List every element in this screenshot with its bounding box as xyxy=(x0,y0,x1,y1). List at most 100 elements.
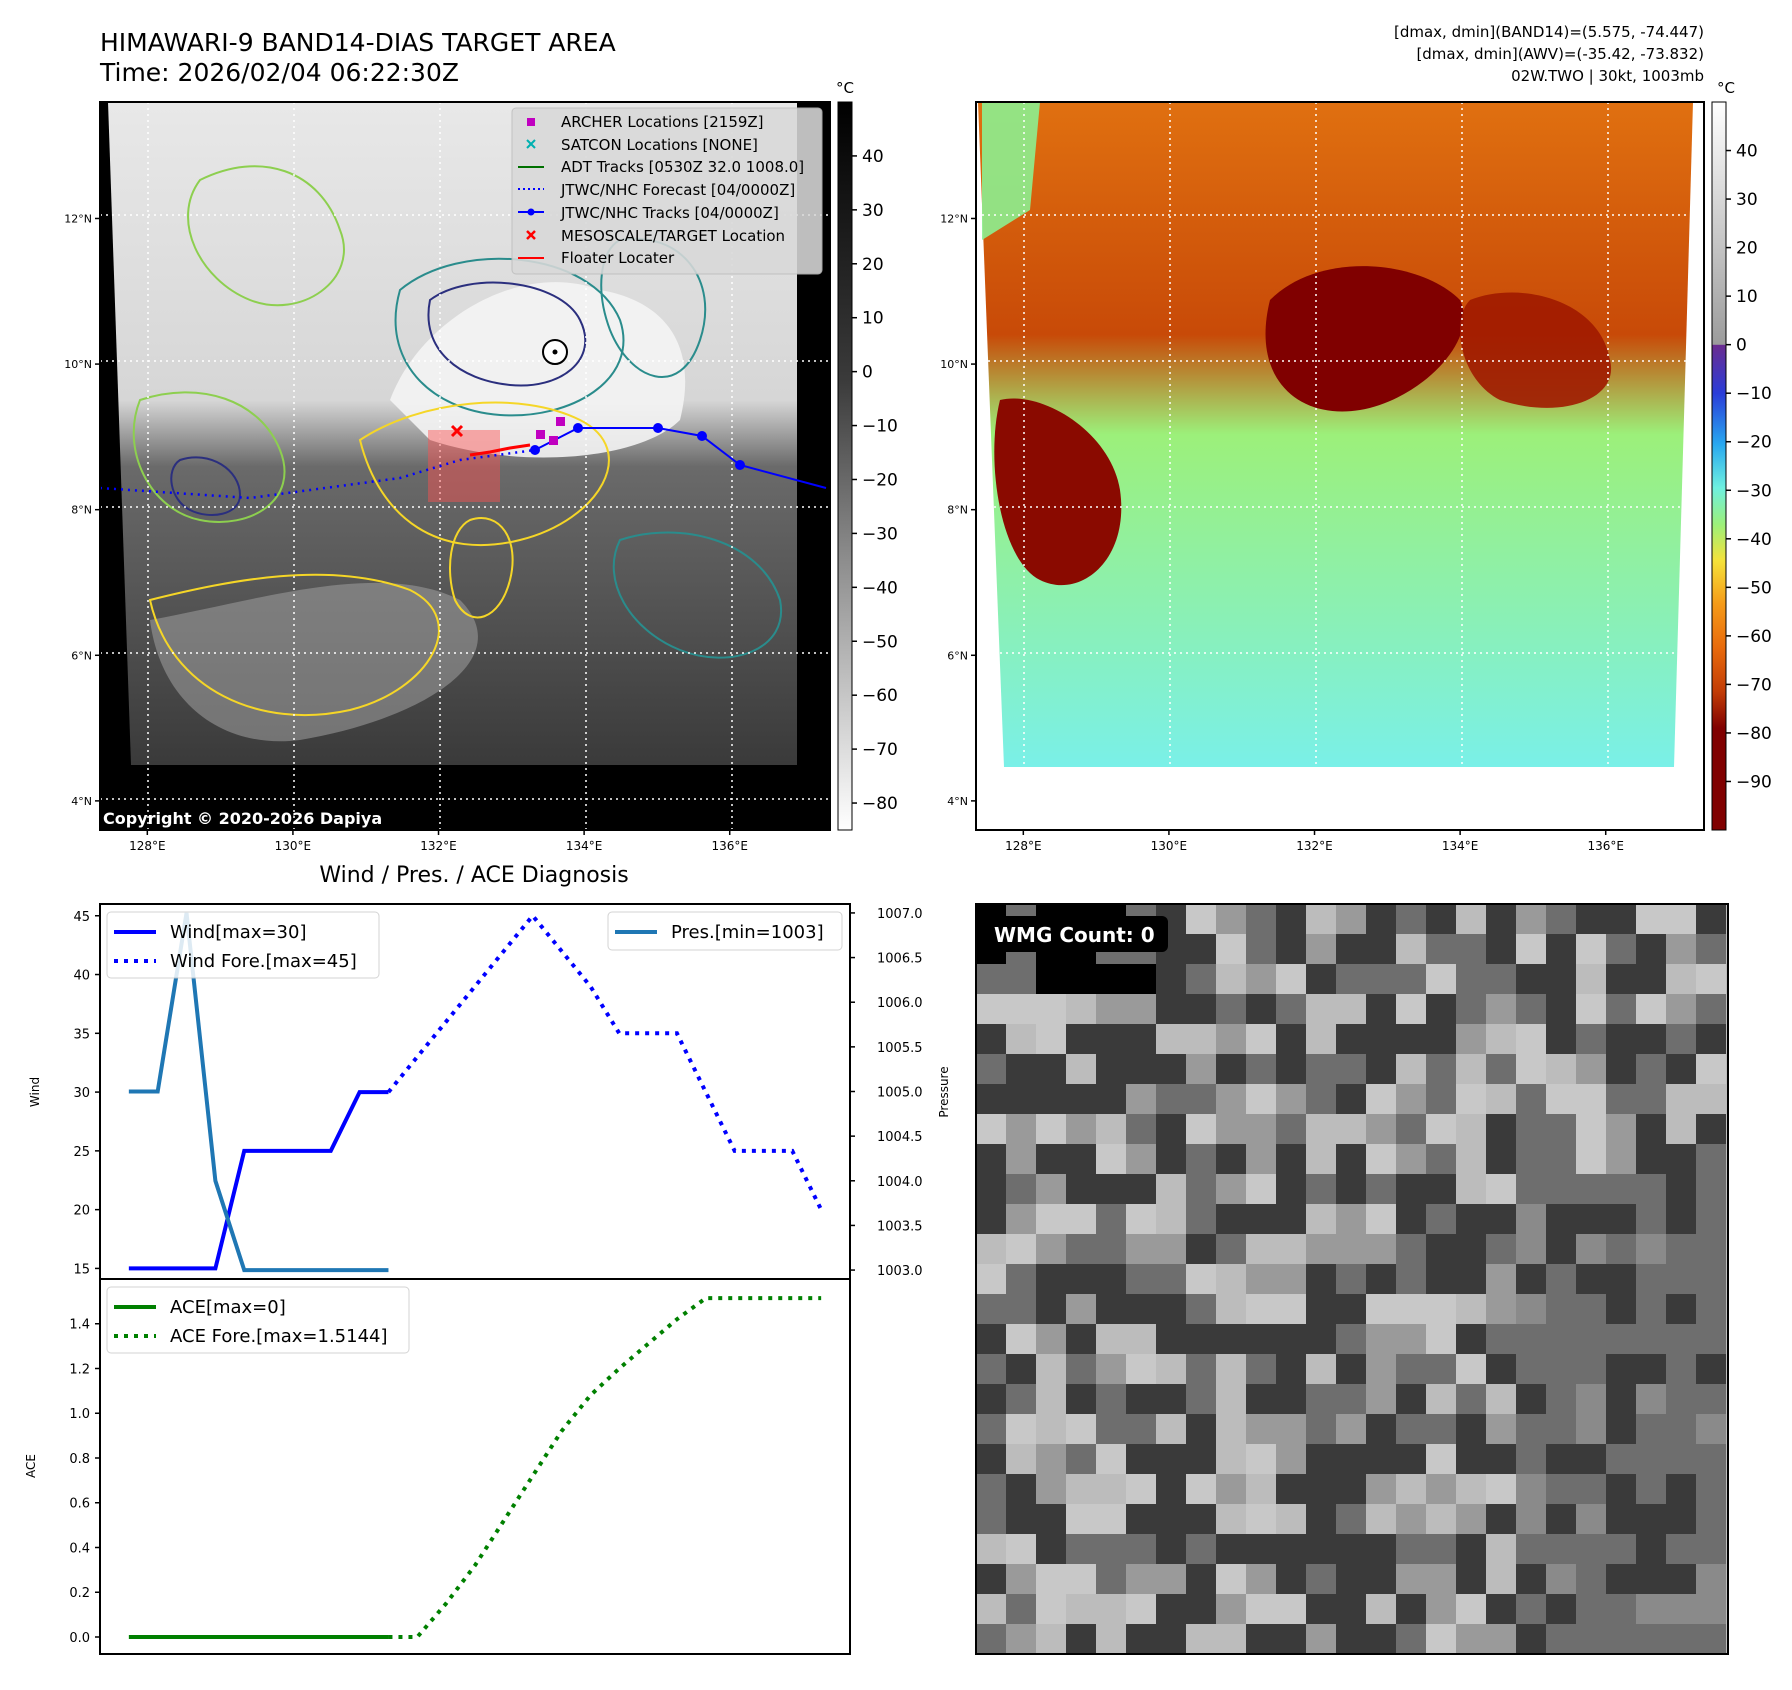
wmg-pixel-block xyxy=(1696,904,1726,934)
wmg-pixel-block xyxy=(1696,1444,1726,1474)
wmg-pixel-block xyxy=(1366,1234,1396,1264)
wmg-pixel-block xyxy=(1156,1444,1186,1474)
left-map-panel: ARCHER Locations [2159Z] SATCON Location… xyxy=(64,101,831,853)
wmg-pixel-block xyxy=(1666,1084,1696,1114)
wmg-pixel-block xyxy=(1306,904,1336,934)
wmg-pixel-block xyxy=(1096,1594,1126,1624)
right-colorbar-ticks: 40 30 20 10 0 −10 −20 −30 −40 −50 −60 −70 −80 −90 xyxy=(1726,142,1772,792)
wmg-pixel-block xyxy=(1576,1594,1606,1624)
wmg-pixel-block xyxy=(1516,1414,1546,1444)
wind-ylabel: Wind xyxy=(28,1077,42,1107)
wmg-pixel-block xyxy=(1576,1474,1606,1504)
wmg-pixel-block xyxy=(1006,1564,1036,1594)
left-lon-tick-label: 130°E xyxy=(275,839,312,853)
wmg-pixel-block xyxy=(1516,1174,1546,1204)
wmg-pixel-block xyxy=(1276,1204,1306,1234)
wmg-pixel-block xyxy=(1486,1594,1516,1624)
wmg-pixel-block xyxy=(1216,1444,1246,1474)
wmg-pixel-block xyxy=(976,1474,1006,1504)
wmg-pixel-block xyxy=(1156,1024,1186,1054)
wmg-pixel-block xyxy=(1546,1114,1576,1144)
wmg-pixel-block xyxy=(1186,1204,1216,1234)
wmg-pixel-block xyxy=(1216,1354,1246,1384)
wmg-pixel-block xyxy=(1396,904,1426,934)
wmg-pixel-block xyxy=(1456,1024,1486,1054)
wmg-pixel-block xyxy=(1336,1294,1366,1324)
wmg-pixel-block xyxy=(1036,1294,1066,1324)
wmg-pixel-block xyxy=(1426,994,1456,1024)
wmg-pixel-block xyxy=(1246,1354,1276,1384)
wmg-pixel-block xyxy=(1216,1504,1246,1534)
wmg-pixel-block xyxy=(1066,1294,1096,1324)
colorbar-tick-label: −40 xyxy=(862,578,898,598)
wmg-pixel-block xyxy=(1366,934,1396,964)
wmg-pixel-block xyxy=(1306,1054,1336,1084)
wmg-pixel-block xyxy=(1426,1144,1456,1174)
wmg-pixel-block xyxy=(1636,1384,1666,1414)
wmg-pixel-block xyxy=(1006,1384,1036,1414)
wmg-pixel-block xyxy=(1096,1534,1126,1564)
target-location-box xyxy=(428,430,500,502)
wmg-pixel-block xyxy=(1186,1114,1216,1144)
ace-series-line-1 xyxy=(388,1296,822,1639)
wmg-pixel-block xyxy=(1126,1264,1156,1294)
wind-ytick-label: 30 xyxy=(73,1086,90,1101)
wmg-pixel-block xyxy=(1306,1624,1336,1654)
wmg-pixel-block xyxy=(1456,1534,1486,1564)
wmg-pixel-block xyxy=(1216,1024,1246,1054)
wmg-pixel-block xyxy=(1666,1294,1696,1324)
wind-legend-label: Wind[max=30] xyxy=(170,922,307,943)
wmg-pixel-block xyxy=(1276,1054,1306,1084)
wmg-pixel-block xyxy=(1636,934,1666,964)
wmg-pixel-block xyxy=(1486,1114,1516,1144)
wmg-pixel-block xyxy=(1456,904,1486,934)
right-map-frame xyxy=(975,101,1705,831)
wmg-pixel-block xyxy=(1006,1354,1036,1384)
wmg-pixel-block xyxy=(1006,1594,1036,1624)
wmg-pixel-block xyxy=(1036,1534,1066,1564)
colorbar-tick-label: 40 xyxy=(1736,142,1758,162)
wmg-pixel-block xyxy=(1336,1324,1366,1354)
wmg-pixel-block xyxy=(1426,1204,1456,1234)
wmg-pixel-block xyxy=(1306,1234,1336,1264)
wmg-pixel-block xyxy=(1156,1114,1186,1144)
wmg-pixel-block xyxy=(1636,1024,1666,1054)
wmg-pixel-block xyxy=(1576,1504,1606,1534)
wmg-pixel-block xyxy=(1096,964,1126,994)
wmg-pixel-block xyxy=(1636,1414,1666,1444)
wmg-pixel-block xyxy=(1546,1144,1576,1174)
wmg-pixel-block xyxy=(1366,1324,1396,1354)
wmg-pixel-block xyxy=(1516,1564,1546,1594)
wmg-pixel-block xyxy=(1246,1294,1276,1324)
wmg-pixel-block xyxy=(1006,1414,1036,1444)
wmg-pixel-block xyxy=(1036,1384,1066,1414)
wmg-pixel-block xyxy=(1426,1324,1456,1354)
left-colorbar-unit: °C xyxy=(836,79,854,97)
wmg-pixel-block xyxy=(1486,1534,1516,1564)
wmg-pixel-block xyxy=(1516,1624,1546,1654)
wmg-pixel-block xyxy=(1486,1024,1516,1054)
wmg-pixel-block xyxy=(1366,1594,1396,1624)
wmg-pixel-block xyxy=(1456,1384,1486,1414)
wmg-pixel-block xyxy=(1336,1234,1366,1264)
colorbar-tick-label: −60 xyxy=(862,686,898,706)
wmg-pixel-block xyxy=(1276,1174,1306,1204)
wmg-pixel-block xyxy=(1666,1594,1696,1624)
left-lat-tick-label: 10°N xyxy=(64,358,92,371)
diagnosis-title: Wind / Pres. / ACE Diagnosis xyxy=(319,863,628,888)
wmg-pixel-block xyxy=(1036,1144,1066,1174)
wmg-pixel-block xyxy=(1666,1444,1696,1474)
wmg-pixel-block xyxy=(976,1624,1006,1654)
wmg-pixel-block xyxy=(1246,1144,1276,1174)
pressure-ytick-label: 1003.0 xyxy=(877,1264,923,1279)
wmg-pixel-block xyxy=(976,964,1006,994)
wmg-pixel-block xyxy=(1456,1264,1486,1294)
wind-series-line-2 xyxy=(128,912,389,1273)
wmg-pixel-block xyxy=(1426,1444,1456,1474)
wmg-pixel-block xyxy=(1006,1264,1036,1294)
wmg-pixel-block xyxy=(1486,1414,1516,1444)
wmg-pixel-block xyxy=(1426,1054,1456,1084)
wmg-pixel-block xyxy=(1276,1564,1306,1594)
wmg-pixel-block xyxy=(1606,1444,1636,1474)
wmg-pixel-block xyxy=(1186,1474,1216,1504)
